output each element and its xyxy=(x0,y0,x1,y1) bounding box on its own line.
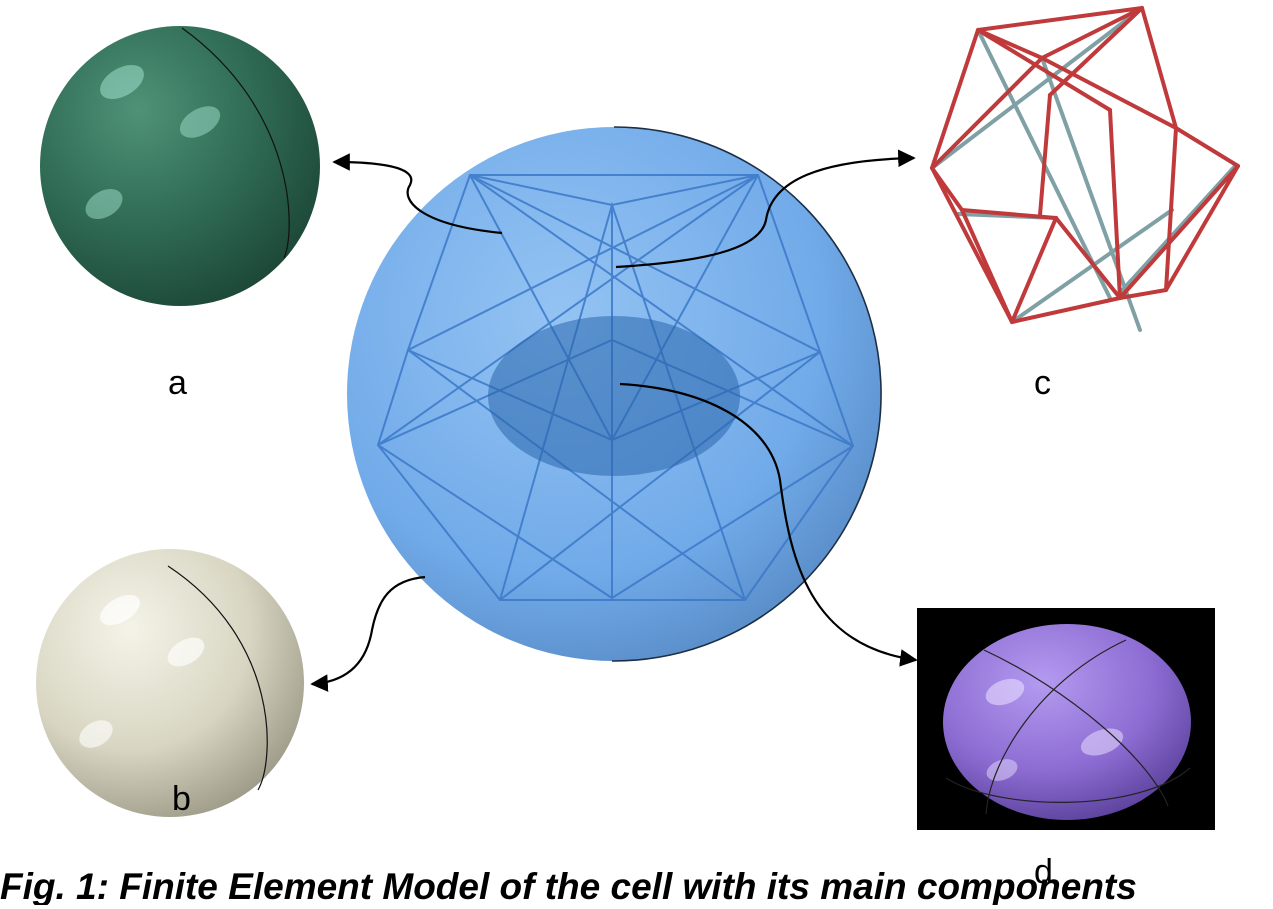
label-b: b xyxy=(172,780,191,818)
arrow-to-cytoskeleton xyxy=(615,149,916,269)
nucleus-panel xyxy=(917,608,1215,830)
figure-caption: Fig. 1: Finite Element Model of the cell… xyxy=(0,868,1137,905)
callout-arrows xyxy=(310,149,918,692)
label-c: c xyxy=(1034,364,1051,402)
cell-model xyxy=(347,126,882,662)
label-d: d xyxy=(1034,853,1053,891)
arrow-to-membrane xyxy=(332,153,503,235)
arrow-to-nucleus xyxy=(619,382,918,667)
membrane-sphere xyxy=(40,26,320,306)
cytoplasm-sphere xyxy=(36,549,304,817)
cytoskeleton-structure xyxy=(930,6,1240,332)
label-a: a xyxy=(168,364,187,402)
arrow-to-cytoplasm xyxy=(310,575,426,692)
